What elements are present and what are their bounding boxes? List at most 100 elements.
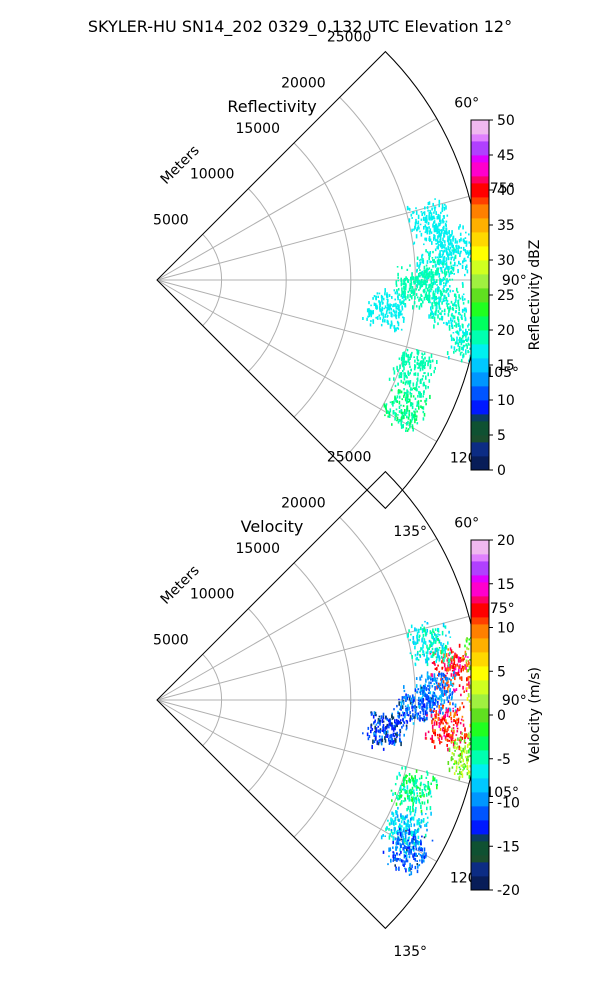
echo-gate [441,301,443,305]
echo-gate [429,700,432,704]
echo-gate [423,715,425,720]
echo-gate [405,697,407,702]
echo-gate [434,640,437,644]
colorbar-tick-label: 15 [497,577,515,593]
echo-gate [391,401,394,404]
echo-gate [447,658,450,663]
echo-gate [454,738,457,742]
echo-gate [416,275,418,280]
echo-gate [430,284,432,290]
echo-gate [405,422,408,426]
echo-gate [447,761,450,765]
echo-gate [418,264,421,268]
echo-gate [457,737,459,741]
echo-gate [426,644,428,649]
colorbar-segment [471,232,489,240]
echo-gate [453,742,455,745]
echo-gate [427,286,430,289]
echo-gate [457,773,459,775]
echo-gate [423,226,425,230]
echo-gate [447,288,450,291]
echo-gate [416,410,418,413]
echo-gate [409,282,411,287]
echo-gate [399,803,402,806]
echo-gate [403,388,405,391]
echo-gate [419,714,421,718]
echo-gate [498,638,500,641]
echo-gate [462,656,464,659]
echo-gate [452,672,455,677]
echo-gate [400,740,402,743]
echo-gate [450,257,452,261]
echo-gate [421,365,424,369]
echo-gate [405,380,408,384]
echo-gate [403,416,405,419]
echo-gate [455,331,457,333]
echo-gate [390,820,393,825]
echo-gate [380,311,383,316]
echo-gate [395,841,398,845]
echo-gate [376,304,378,308]
echo-gate [411,286,414,288]
echo-gate [442,622,445,628]
echo-gate [421,356,423,359]
echo-gate [439,289,442,295]
echo-gate [437,225,439,230]
echo-gate [401,705,404,710]
echo-gate [433,295,436,298]
echo-gate [430,795,433,798]
echo-gate [397,322,400,327]
echo-gate [453,772,456,775]
echo-gate [427,202,430,206]
colorbar-segment [471,372,489,380]
echo-gate [436,685,438,690]
echo-gate [440,720,443,724]
echo-gate [408,411,411,415]
echo-gate [413,372,415,376]
echo-gate [403,820,406,824]
echo-gate [440,249,443,252]
echo-gate [395,280,398,285]
echo-gate [420,854,423,859]
echo-gate [408,855,411,859]
echo-gate [423,289,425,294]
echo-gate [412,276,415,280]
echo-gate [453,729,455,734]
echo-gate [455,720,457,725]
echo-gate [386,730,389,734]
echo-gate [442,658,445,663]
echo-gate [400,714,403,717]
echo-gate [398,712,401,718]
echo-gate [447,239,450,244]
echo-gate [419,711,422,714]
echo-gate [431,241,433,245]
echo-gate [428,681,430,685]
echo-gate [432,739,435,744]
echo-gate [399,858,401,862]
echo-gate [382,717,385,720]
echo-gate [403,317,405,321]
colorbar-segment [471,659,489,667]
colorbar-segment [471,442,489,450]
echo-gate [448,695,450,699]
colorbar-segment [471,302,489,310]
echo-gate [427,799,429,804]
echo-gate [443,294,445,299]
echo-gate [451,249,453,252]
echo-gate [426,273,429,276]
colorbar-segment [471,414,489,422]
echo-gate [457,343,459,347]
echo-gate [409,354,412,357]
echo-gate [440,694,442,699]
colorbar-segment [471,855,489,863]
echo-gate [437,701,439,704]
echo-gate [404,705,407,708]
echo-gate [426,673,429,678]
echo-gate [385,733,387,736]
echo-gate [418,818,420,821]
echo-gate [420,717,423,720]
echo-gate [443,322,445,324]
colorbar-segment [471,267,489,275]
echo-gate [450,665,452,669]
echo-gate [433,637,436,641]
